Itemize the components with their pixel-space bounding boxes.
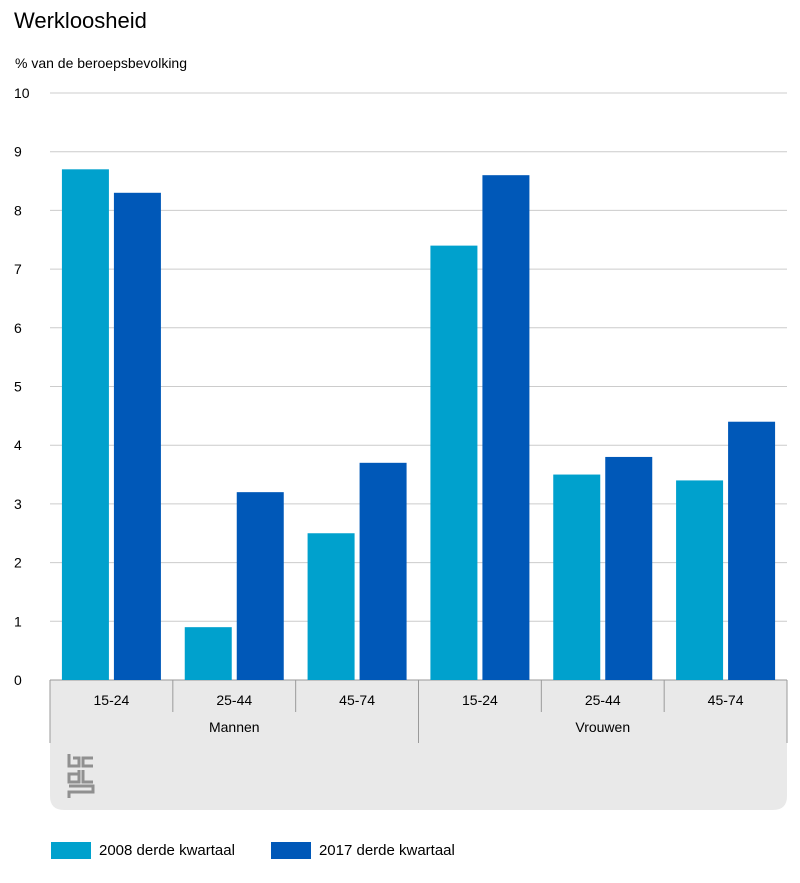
legend-item-2017: 2017 derde kwartaal (270, 842, 455, 859)
x-tick-label: 25-44 (585, 692, 621, 708)
legend-label-2017: 2017 derde kwartaal (318, 842, 455, 859)
y-tick-label: 8 (14, 202, 22, 218)
category-panel (50, 680, 787, 810)
y-axis-label: % van de beroepsbevolking (15, 55, 188, 71)
bar (605, 456, 653, 680)
y-tick-label: 1 (14, 613, 22, 629)
y-tick-label: 2 (14, 555, 22, 571)
bar (676, 480, 724, 680)
bar (184, 627, 232, 680)
legend-swatch-2017 (270, 842, 311, 859)
y-tick-label: 9 (14, 144, 22, 160)
bar (430, 245, 478, 680)
bar-chart: 0 1 2 3 4 5 6 7 8 9 10 15-24 25-44 45-74 15-24 25-44 45… (14, 85, 788, 810)
x-tick-label: 25-44 (216, 692, 252, 708)
bar (482, 175, 530, 680)
chart-title: Werkloosheid (14, 8, 147, 33)
legend: 2008 derde kwartaal 2017 derde kwartaal (51, 842, 491, 859)
y-tick-label: 6 (14, 320, 22, 336)
legend-item-2008: 2008 derde kwartaal (51, 842, 235, 859)
x-axis: 15-24 25-44 45-74 15-24 25-44 45-74 Mannen Vrou… (49, 680, 788, 743)
x-tick-label: 15-24 (462, 692, 498, 708)
legend-swatch-2008 (51, 842, 91, 859)
legend-label-2008: 2008 derde kwartaal (99, 842, 235, 859)
y-tick-label: 4 (14, 437, 22, 453)
bar (728, 421, 776, 680)
cbs-logo-icon (67, 754, 95, 798)
bar (359, 462, 407, 680)
bars (61, 169, 776, 681)
bar (553, 474, 601, 680)
x-tick-label: 45-74 (708, 692, 744, 708)
bar (61, 169, 109, 680)
x-tick-label: 45-74 (339, 692, 375, 708)
bar (307, 533, 355, 680)
y-tick-label: 0 (14, 672, 22, 688)
bar (236, 492, 284, 680)
x-group-label: Mannen (209, 719, 260, 735)
grid-lines (50, 92, 787, 681)
y-tick-label: 3 (14, 496, 22, 512)
x-tick-label: 15-24 (94, 692, 130, 708)
y-tick-label: 5 (14, 379, 22, 395)
x-group-label: Vrouwen (575, 719, 630, 735)
y-tick-label: 7 (14, 261, 22, 277)
y-axis-ticks: 0 1 2 3 4 5 6 7 8 9 10 (14, 85, 30, 688)
bar (113, 192, 161, 681)
y-tick-label: 10 (14, 85, 30, 101)
